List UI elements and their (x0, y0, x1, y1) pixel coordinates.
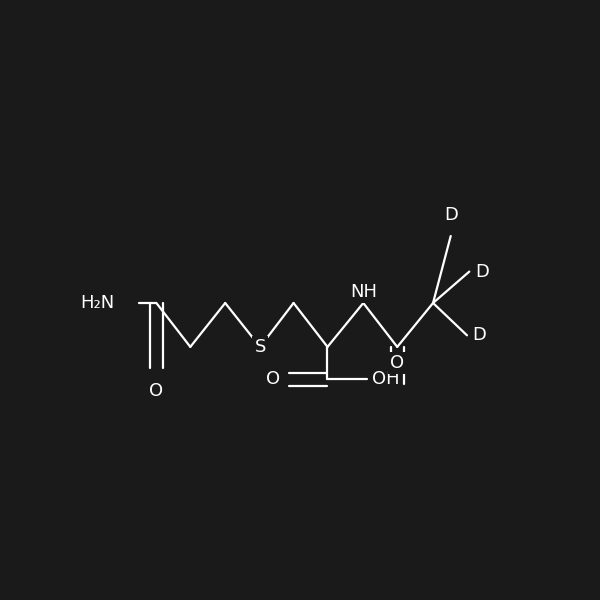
Text: O: O (266, 370, 281, 388)
Text: H₂N: H₂N (80, 294, 115, 312)
Text: D: D (473, 326, 487, 344)
Text: OH: OH (371, 370, 399, 388)
Text: O: O (390, 354, 404, 372)
Text: D: D (475, 263, 489, 281)
Text: NH: NH (350, 283, 377, 301)
Text: D: D (444, 206, 458, 224)
Text: S: S (254, 338, 266, 356)
Text: O: O (149, 382, 163, 400)
